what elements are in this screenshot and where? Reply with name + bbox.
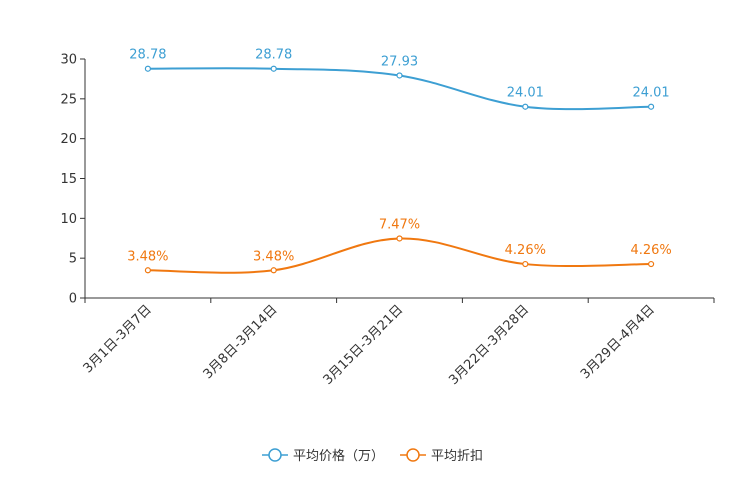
y-tick-label: 25 (60, 92, 77, 107)
data-label: 3.48% (127, 249, 168, 264)
data-label: 28.78 (129, 48, 166, 63)
legend[interactable]: 平均价格（万） 平均折扣 (262, 448, 483, 464)
legend-item-0[interactable]: 平均价格（万） (262, 448, 384, 464)
legend-marker-icon (268, 448, 282, 462)
y-tick-label: 10 (60, 212, 77, 227)
legend-label: 平均价格（万） (293, 448, 384, 464)
legend-marker-icon (406, 448, 420, 462)
y-tick-label: 5 (69, 252, 77, 267)
x-category-label: 3月22日-3月28日 (446, 302, 532, 388)
legend-item-1[interactable]: 平均折扣 (400, 448, 483, 464)
data-label: 28.78 (255, 48, 292, 63)
data-label: 24.01 (632, 86, 669, 101)
data-point[interactable] (647, 260, 655, 268)
data-point[interactable] (144, 267, 151, 274)
data-label: 4.26% (505, 243, 546, 258)
y-tick-label: 15 (60, 172, 77, 187)
legend-label: 平均折扣 (431, 449, 483, 464)
x-category-label: 3月29日-4月4日 (578, 302, 658, 382)
data-label: 27.93 (381, 54, 418, 69)
data-point[interactable] (396, 72, 403, 79)
x-category-label: 3月8日-3月14日 (201, 302, 281, 382)
data-point[interactable] (144, 65, 151, 72)
data-point[interactable] (522, 260, 529, 268)
x-category-label: 3月15日-3月21日 (321, 302, 407, 388)
data-label: 4.26% (630, 243, 671, 258)
y-tick-label: 30 (60, 53, 77, 68)
data-point[interactable] (270, 65, 277, 72)
data-point[interactable] (270, 267, 277, 274)
x-category-label: 3月1日-3月7日 (81, 302, 155, 376)
y-tick-label: 0 (69, 292, 77, 307)
data-label: 7.47% (379, 217, 420, 232)
data-label: 3.48% (253, 249, 294, 264)
data-point[interactable] (396, 235, 403, 242)
series-layer: 28.78 28.78 27.93 24.01 24.01 3.48% 3.48% 7.47%… (127, 48, 672, 274)
data-point[interactable] (522, 103, 529, 110)
data-point[interactable] (647, 103, 655, 110)
data-label: 24.01 (507, 86, 544, 101)
y-tick-label: 20 (60, 132, 77, 147)
series-line-1 (147, 237, 652, 274)
